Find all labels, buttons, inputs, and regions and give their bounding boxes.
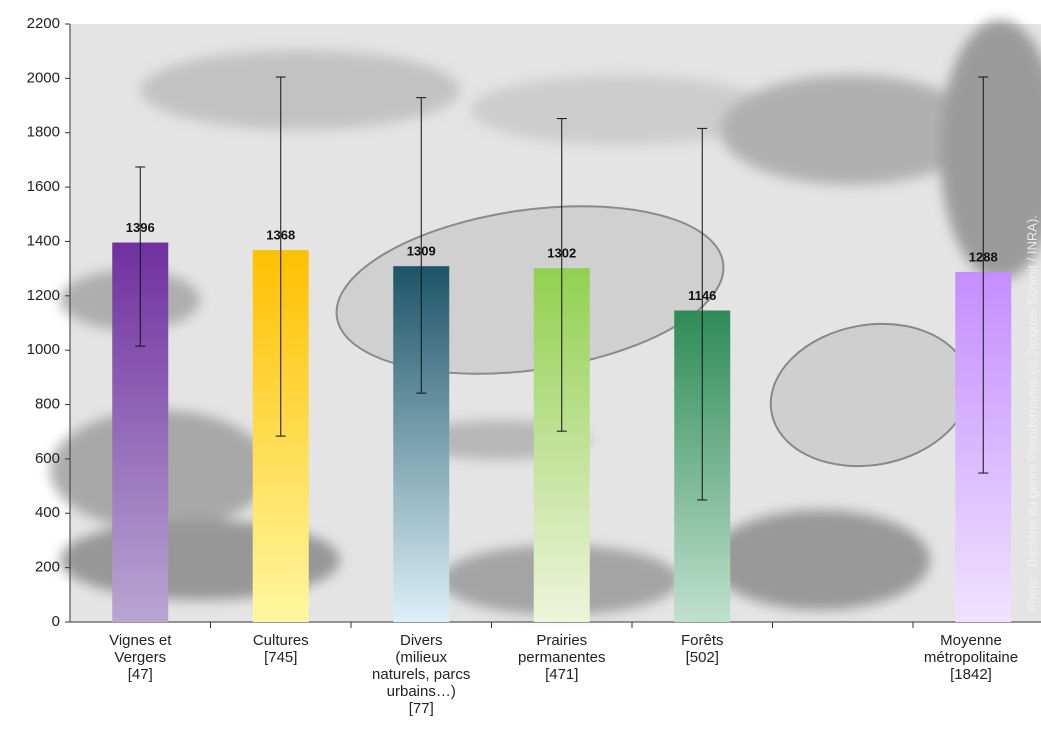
value-label: 1396 — [126, 220, 155, 235]
value-label: 1309 — [407, 244, 436, 259]
y-tick-label: 1600 — [27, 178, 60, 195]
y-tick-label: 1800 — [27, 124, 60, 141]
y-tick-label: 200 — [35, 559, 60, 576]
y-tick-label: 1400 — [27, 232, 60, 249]
value-label: 1368 — [266, 228, 295, 243]
y-tick-label: 800 — [35, 396, 60, 413]
y-tick-label: 1000 — [27, 341, 60, 358]
y-tick-label: 400 — [35, 504, 60, 521]
x-tick-label: Moyenne métropolitaine [1842] — [923, 632, 1019, 683]
x-tick-label: Forêts [502] — [680, 632, 724, 666]
x-tick-label: Cultures [745] — [252, 632, 309, 666]
value-label: 1302 — [547, 246, 576, 261]
x-tick-label: Prairies permanentes [471] — [517, 632, 606, 683]
value-label: 1146 — [688, 288, 716, 303]
y-tick-label: 0 — [52, 613, 60, 630]
photo-credit: Photo : Bactérie du genre Pseudomonas (©… — [1024, 215, 1039, 612]
y-tick-label: 600 — [35, 450, 60, 467]
y-tick-label: 1200 — [27, 287, 60, 304]
y-tick-label: 2200 — [27, 15, 60, 32]
x-tick-label: Vignes et Vergers [47] — [109, 632, 172, 683]
x-tick-label: Divers (milieux naturels, parcs urbains…… — [372, 632, 471, 717]
y-tick-label: 2000 — [27, 69, 60, 86]
value-label: 1288 — [969, 249, 998, 264]
